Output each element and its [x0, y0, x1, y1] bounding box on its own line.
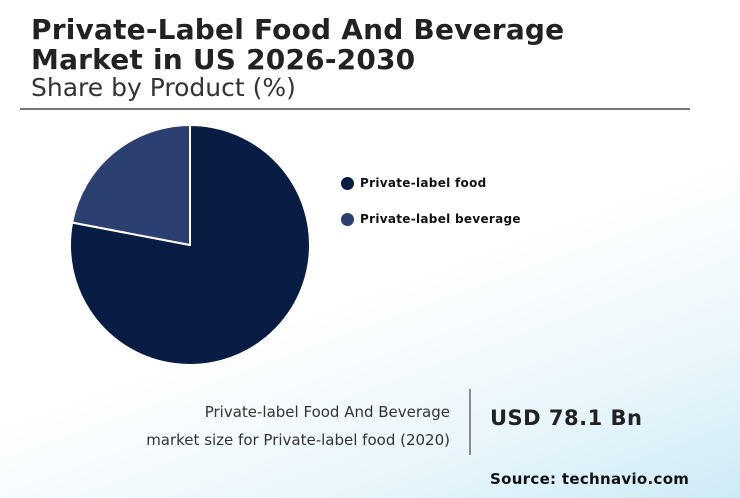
- legend-label: Private-label beverage: [360, 212, 521, 226]
- market-size-value: USD 78.1 Bn: [490, 406, 643, 430]
- chart-title-line-2: Market in US 2026-2030: [31, 43, 416, 76]
- caption-line-2: market size for Private-label food (2020…: [146, 431, 450, 449]
- chart-title-line-1: Private-Label Food And Beverage: [31, 13, 565, 46]
- chart-subtitle: Share by Product (%): [31, 73, 296, 102]
- legend-item-private-label-food: Private-label food: [341, 175, 521, 191]
- chart-title: Private-Label Food And Beverage Market i…: [31, 15, 564, 75]
- legend-swatch: [341, 212, 354, 226]
- market-size-caption: Private-label Food And Beverage market s…: [100, 398, 450, 454]
- callout-divider: [469, 389, 471, 455]
- caption-line-1: Private-label Food And Beverage: [204, 403, 450, 421]
- source-credit: Source: technavio.com: [490, 470, 690, 488]
- title-divider: [20, 108, 690, 110]
- legend-swatch: [341, 176, 354, 190]
- pie-slice-private-label-beverage: [71, 124, 191, 246]
- legend-label: Private-label food: [360, 176, 487, 190]
- legend-item-private-label-beverage: Private-label beverage: [341, 211, 521, 227]
- chart-legend: Private-label food Private-label beverage: [341, 175, 521, 247]
